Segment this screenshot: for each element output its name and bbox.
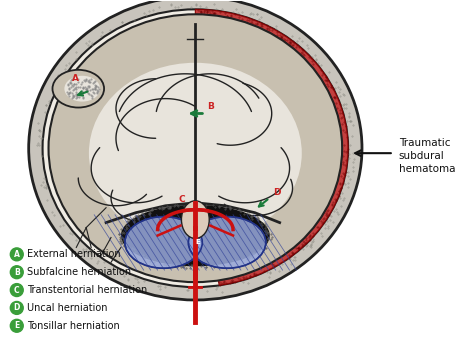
Text: Subfalcine herniation: Subfalcine herniation [27,267,131,277]
Text: B: B [207,102,214,111]
Circle shape [10,248,23,261]
Text: subdural: subdural [399,151,445,161]
Ellipse shape [48,14,342,282]
Text: A: A [14,250,20,259]
Text: E: E [14,321,19,330]
FancyArrowPatch shape [78,91,88,96]
Text: E: E [195,239,200,245]
Text: C: C [14,286,19,294]
Circle shape [10,284,23,296]
Text: Tonsillar herniation: Tonsillar herniation [27,321,119,331]
FancyArrowPatch shape [259,199,267,206]
Circle shape [10,266,23,279]
Text: D: D [273,188,281,197]
FancyArrowPatch shape [191,111,202,116]
Text: hematoma: hematoma [399,164,455,174]
Circle shape [10,319,23,332]
Text: B: B [14,268,19,277]
Circle shape [10,301,23,314]
Text: A: A [72,74,79,83]
Text: External herniation: External herniation [27,250,120,259]
Polygon shape [195,9,348,285]
Ellipse shape [182,201,209,238]
Text: C: C [178,195,185,204]
Ellipse shape [64,76,100,102]
Ellipse shape [89,63,302,244]
Text: D: D [14,303,20,313]
Ellipse shape [188,217,266,268]
Text: Uncal herniation: Uncal herniation [27,303,107,313]
Ellipse shape [28,0,362,300]
Ellipse shape [53,70,104,108]
Text: Traumatic: Traumatic [399,138,450,148]
Ellipse shape [43,9,348,287]
Ellipse shape [125,217,202,268]
Text: Transtentorial herniation: Transtentorial herniation [27,285,147,295]
Ellipse shape [121,205,270,266]
